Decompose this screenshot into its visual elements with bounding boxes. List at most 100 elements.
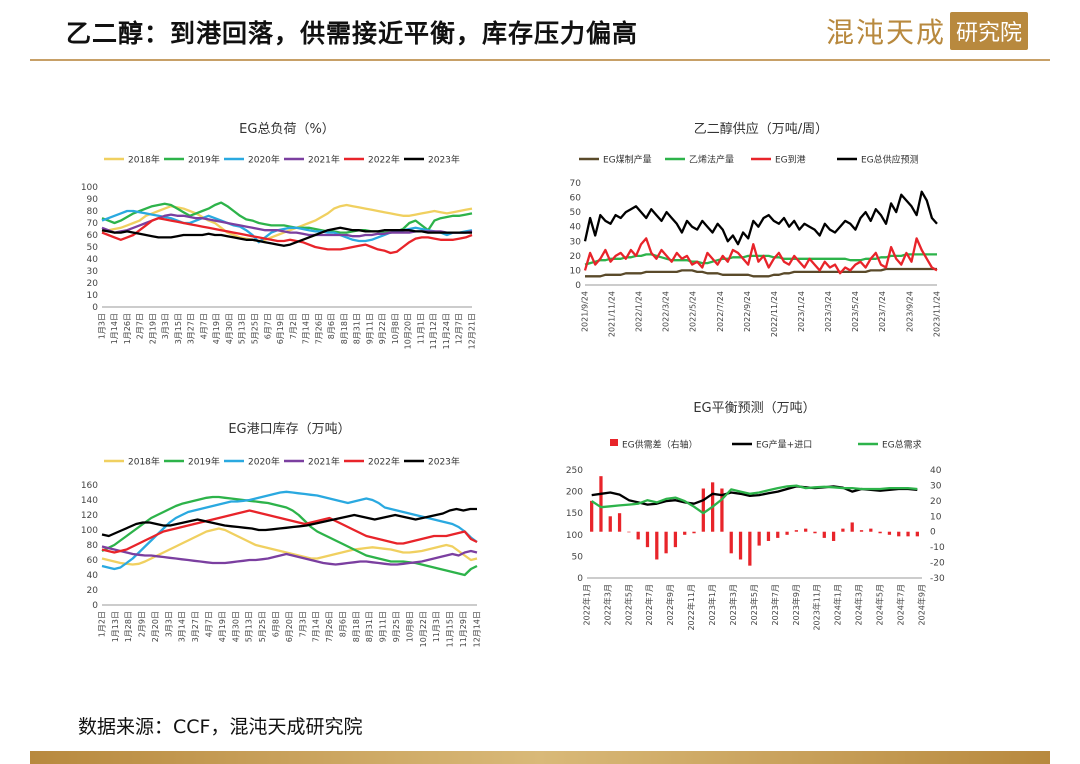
y2-tick-label: 40 [930, 466, 942, 476]
x-tick-label: 2023/9/24 [905, 291, 914, 332]
x-tick-label: 2023年9月 [791, 584, 801, 625]
y-tick-label: 100 [566, 531, 583, 541]
legend-label: 2023年 [428, 154, 460, 166]
legend-label: EG产量+进口 [756, 439, 812, 451]
legend-label: EG总需求 [882, 439, 922, 451]
x-tick-label: 2024年9月 [916, 584, 926, 625]
series-line [101, 509, 478, 554]
x-tick-label: 4月7日 [199, 313, 208, 339]
x-tick-label: 2022年5月 [623, 584, 633, 625]
y-tick-label: 30 [570, 237, 582, 247]
page-title: 乙二醇：到港回落，供需接近平衡，库存压力偏高 [66, 19, 639, 48]
x-tick-label: 11月12日 [429, 313, 438, 349]
x-tick-label: 5月25日 [258, 611, 267, 642]
y-tick-label: 10 [87, 291, 99, 301]
x-tick-label: 2021/11/24 [607, 291, 616, 337]
bar [645, 531, 650, 548]
x-tick-label: 1月26日 [123, 313, 132, 344]
y-tick-label: 70 [87, 219, 99, 229]
x-tick-label: 8月18日 [340, 313, 349, 344]
x-tick-label: 12月14日 [472, 611, 481, 647]
series-line [585, 267, 937, 278]
header-divider [30, 59, 1050, 61]
y-tick-label: 100 [81, 526, 98, 536]
y2-tick-label: -20 [930, 559, 945, 569]
x-tick-label: 4月19日 [212, 313, 221, 344]
series-line [101, 226, 472, 247]
x-tick-label: 5月25日 [251, 313, 260, 344]
y-tick-label: 120 [81, 511, 98, 521]
x-tick-label: 2023/1/24 [797, 291, 806, 332]
bar [664, 531, 668, 554]
legend-label: EG供需差（右轴） [622, 439, 698, 451]
eg-balance-chart: EG平衡预测（万吨）EG供需差（右轴） EG产量+进口 EG总需求050100150… [566, 401, 945, 631]
x-tick-label: 11月24日 [442, 313, 451, 349]
x-tick-label: 10月8日 [405, 611, 414, 642]
x-tick-label: 6月20日 [285, 611, 294, 642]
x-tick-label: 2024年3月 [854, 584, 864, 625]
y-tick-label: 0 [92, 601, 98, 611]
y-tick-label: 20 [570, 252, 582, 262]
bar [897, 531, 901, 537]
legend-swatch [610, 439, 618, 446]
y-tick-label: 20 [87, 279, 99, 289]
logo-badge: 研究院 [949, 12, 1028, 50]
bar [757, 531, 761, 546]
x-tick-label: 6月7日 [263, 313, 272, 339]
x-tick-label: 5月13日 [245, 611, 254, 642]
bar [599, 476, 603, 532]
x-tick-label: 7月3日 [298, 611, 307, 637]
bar [859, 530, 864, 532]
x-tick-label: 2023/5/24 [851, 291, 860, 332]
x-tick-label: 8月18日 [352, 611, 361, 642]
bar [878, 531, 882, 534]
x-tick-label: 5月13日 [238, 313, 247, 344]
x-tick-label: 8月6日 [338, 611, 347, 637]
y-tick-label: 10 [570, 266, 582, 276]
x-tick-label: 7月2日 [289, 313, 298, 339]
y2-tick-label: 10 [930, 512, 942, 522]
y-tick-label: 250 [566, 466, 583, 476]
x-tick-label: 2022/11/24 [770, 291, 779, 337]
bar [906, 531, 910, 537]
series-line [101, 507, 477, 538]
x-tick-label: 2月20日 [151, 611, 160, 642]
x-tick-label: 2022年11月 [686, 584, 696, 631]
legend-label: 2020年 [248, 154, 280, 166]
x-tick-label: 3月3日 [161, 313, 170, 339]
bar [738, 531, 743, 560]
bar [692, 531, 696, 534]
x-tick-label: 2023年5月 [749, 584, 759, 625]
bar [841, 528, 845, 532]
bar [794, 530, 799, 532]
x-tick-label: 2023年7月 [770, 584, 780, 625]
series-line [101, 490, 478, 571]
x-tick-label: 2024年1月 [833, 584, 843, 625]
y-tick-label: 60 [570, 194, 582, 204]
y2-tick-label: -30 [930, 574, 945, 584]
x-tick-label: 6月19日 [276, 313, 285, 344]
x-tick-label: 4月30日 [225, 313, 234, 344]
legend-label: EG总供应预测 [861, 154, 919, 166]
legend-label: 乙烯法产量 [689, 154, 734, 166]
bar [655, 531, 659, 560]
chart-title: EG平衡预测（万吨） [693, 401, 815, 416]
x-tick-label: 11月3日 [432, 611, 441, 642]
x-tick-label: 2022/7/24 [716, 291, 725, 332]
x-tick-label: 2021/9/24 [580, 291, 589, 332]
x-tick-label: 9月11日 [379, 611, 388, 642]
y-tick-label: 140 [81, 496, 98, 506]
y2-tick-label: 30 [930, 481, 942, 491]
y-tick-label: 0 [92, 303, 98, 313]
bar [785, 531, 789, 535]
x-tick-label: 2023年11月 [812, 584, 822, 631]
legend-label: 2022年 [368, 456, 400, 468]
x-tick-label: 2024年7月 [895, 584, 905, 625]
y-tick-label: 70 [570, 179, 582, 189]
bar [590, 500, 594, 532]
bar [776, 531, 780, 538]
y-tick-label: 30 [87, 267, 99, 277]
x-tick-label: 2022年9月 [665, 584, 675, 625]
x-tick-label: 11月15日 [446, 611, 455, 647]
x-tick-label: 2023年3月 [728, 584, 738, 625]
